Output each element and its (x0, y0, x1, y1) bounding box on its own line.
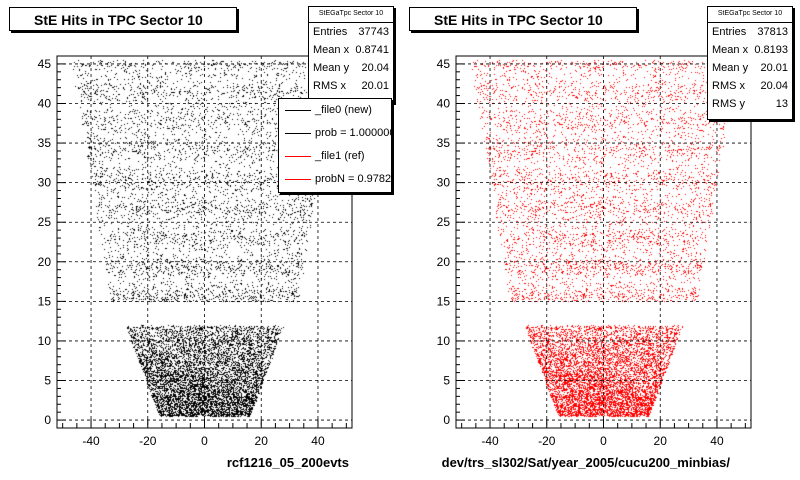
y-tick-label: 20 (437, 255, 451, 269)
legend-line-swatch (285, 133, 311, 134)
right-stats-row-rms-x: RMS x 20.04 (708, 77, 792, 95)
x-tick-label: 20 (255, 434, 269, 448)
stats-value: 0.8741 (355, 44, 389, 56)
right-stats-row-mean-x: Mean x 0.8193 (708, 41, 792, 59)
y-tick-label: 30 (437, 176, 451, 190)
x-tick-label: 0 (201, 434, 208, 448)
x-tick-label: -40 (82, 434, 100, 448)
y-tick-label: 5 (44, 374, 51, 388)
left-stats-row-rms-x: RMS x 20.01 (309, 77, 393, 95)
x-tick-label: 20 (654, 434, 668, 448)
legend-line-swatch (285, 156, 311, 157)
y-tick-label: 40 (38, 96, 52, 110)
stats-value: 20.01 (361, 80, 389, 92)
stats-label: RMS x (712, 80, 745, 92)
left-stats-row-mean-x: Mean x 0.8741 (309, 41, 393, 59)
legend-entry-file1: _file1 (ref) (279, 145, 391, 168)
right-stats-row-entries: Entries 37813 (708, 23, 792, 41)
stats-label: RMS x (313, 80, 346, 92)
stats-label: Mean y (313, 62, 350, 74)
stats-value: 20.04 (361, 62, 389, 74)
left-x-axis-label: rcf1216_05_200evts (226, 455, 349, 470)
legend-line-swatch (285, 179, 311, 180)
y-tick-label: 0 (44, 413, 51, 427)
right-stats-row-mean-y: Mean y 20.01 (708, 59, 792, 77)
stats-value: 13 (775, 98, 788, 110)
x-tick-label: 0 (600, 434, 607, 448)
x-tick-label: 40 (311, 434, 325, 448)
right-stats-header: StEGaTpc Sector 10 (708, 7, 792, 23)
y-tick-label: 5 (443, 374, 450, 388)
legend-label: prob = 1.000000 (315, 127, 392, 139)
y-tick-label: 45 (38, 57, 52, 71)
left-stats-row-mean-y: Mean y 20.04 (309, 59, 393, 77)
stats-value: 37813 (757, 26, 788, 38)
y-tick-label: 10 (437, 334, 451, 348)
y-tick-label: 25 (437, 215, 451, 229)
stats-label: Mean x (712, 44, 749, 56)
y-tick-label: 20 (38, 255, 52, 269)
right-stats-box: StEGaTpc Sector 10 Entries 37813 Mean x … (707, 6, 793, 120)
y-tick-label: 40 (437, 96, 451, 110)
y-tick-label: 25 (38, 215, 52, 229)
y-tick-label: 30 (38, 176, 52, 190)
y-tick-label: 45 (437, 57, 451, 71)
left-stats-header: StEGaTpc Sector 10 (309, 7, 393, 23)
legend-label: _file0 (new) (315, 104, 372, 116)
legend-label: probN = 0.978287 (315, 173, 392, 185)
stats-value: 20.01 (760, 62, 788, 74)
stats-label: Entries (313, 26, 348, 38)
right-stats-row-rms-y: RMS y 13 (708, 95, 792, 113)
legend-label: _file1 (ref) (315, 150, 365, 162)
stats-label: Entries (712, 26, 747, 38)
x-tick-label: -40 (481, 434, 499, 448)
stats-value: 20.04 (760, 80, 788, 92)
left-stats-box: StEGaTpc Sector 10 Entries 37743 Mean x … (308, 6, 394, 103)
y-tick-label: 10 (38, 334, 52, 348)
left-chart-title: StE Hits in TPC Sector 10 (9, 7, 237, 31)
x-tick-label: 40 (710, 434, 724, 448)
stats-label: Mean y (712, 62, 749, 74)
legend-entry-probn: probN = 0.978287 (279, 168, 391, 191)
stats-value: 37743 (358, 26, 389, 38)
stats-label: Mean x (313, 44, 350, 56)
right-chart-title: StE Hits in TPC Sector 10 (409, 7, 637, 31)
x-tick-label: -20 (139, 434, 157, 448)
x-tick-label: -20 (538, 434, 556, 448)
left-stats-row-entries: Entries 37743 (309, 23, 393, 41)
legend-line-swatch (285, 110, 311, 111)
left-legend: _file0 (new) prob = 1.000000 _file1 (ref… (278, 98, 392, 193)
y-tick-label: 0 (443, 413, 450, 427)
y-tick-label: 15 (437, 294, 451, 308)
legend-entry-file0: _file0 (new) (279, 99, 391, 122)
y-tick-label: 35 (437, 136, 451, 150)
stats-value: 0.8193 (754, 44, 788, 56)
right-x-axis-label: dev/trs_sl302/Sat/year_2005/cucu200_minb… (441, 455, 730, 470)
stats-label: RMS y (712, 98, 745, 110)
legend-entry-prob: prob = 1.000000 (279, 122, 391, 145)
y-tick-label: 35 (38, 136, 52, 150)
y-tick-label: 15 (38, 294, 52, 308)
